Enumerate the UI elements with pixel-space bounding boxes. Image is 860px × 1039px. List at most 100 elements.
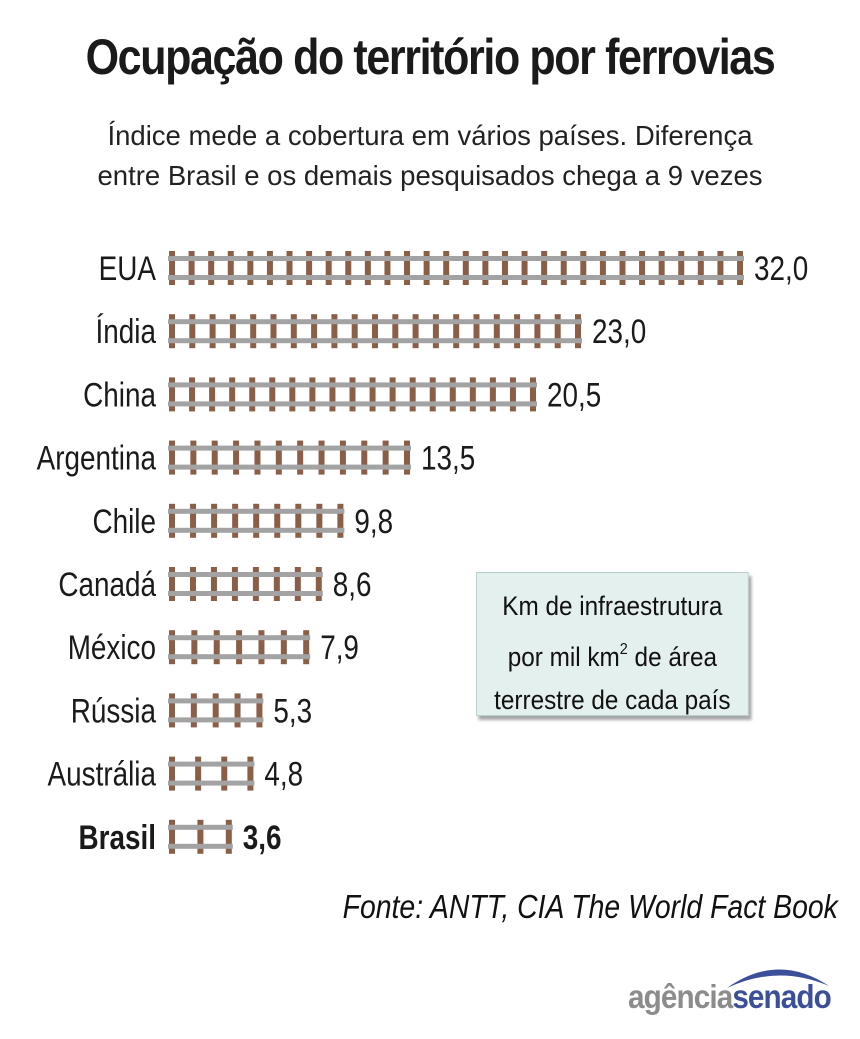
- track-tie: [560, 251, 567, 285]
- track-tie: [252, 567, 259, 601]
- track-rail-top: [168, 382, 537, 388]
- track-tie: [190, 693, 197, 728]
- track-tie: [325, 251, 332, 285]
- track-tie: [236, 630, 243, 665]
- subtitle-line-2: entre Brasil e os demais pesquisados che…: [97, 160, 763, 191]
- track-tie: [280, 630, 287, 665]
- track-tie: [509, 377, 516, 412]
- track-rail-bottom: [168, 338, 582, 344]
- track-tie: [250, 314, 257, 349]
- track-tie: [188, 251, 195, 285]
- track-tie: [233, 440, 240, 475]
- subtitle-line-1: Índice mede a cobertura em vários países…: [107, 120, 753, 151]
- logo-arc-icon: [727, 969, 829, 988]
- track-tie: [169, 377, 175, 412]
- track-tie: [258, 630, 265, 665]
- track-bar-6: [168, 630, 311, 665]
- track-tie: [541, 251, 548, 285]
- track-tie: [234, 693, 241, 728]
- track-rail-bottom: [168, 464, 411, 470]
- category-label-0: EUA: [99, 249, 157, 287]
- track-tie: [678, 251, 685, 285]
- track-rail-bottom: [168, 591, 323, 596]
- track-tie: [266, 251, 273, 285]
- track-rail-top: [168, 445, 411, 451]
- track-tie: [658, 251, 665, 285]
- track-tie: [554, 314, 561, 349]
- track-tie: [501, 251, 508, 285]
- track-tie: [462, 251, 469, 285]
- track-bar-0: [168, 251, 744, 285]
- value-label-0: 32,0: [754, 249, 808, 287]
- track-tie: [169, 440, 175, 475]
- track-rail-top: [168, 824, 233, 830]
- value-label-4: 9,8: [354, 502, 393, 540]
- track-tie: [227, 251, 234, 285]
- track-tie: [209, 314, 216, 349]
- track-tie: [269, 377, 276, 412]
- category-label-9: Brasil: [79, 818, 156, 856]
- track-tie: [404, 440, 410, 475]
- track-tie: [209, 377, 216, 412]
- track-rail-top: [168, 698, 264, 704]
- track-tie: [274, 503, 281, 538]
- track-tie: [423, 251, 430, 285]
- track-rail-top: [168, 508, 345, 514]
- category-label-5: Canadá: [58, 565, 156, 603]
- track-tie: [521, 251, 528, 285]
- track-tie: [290, 314, 297, 349]
- railway-bar-chart: EUA 32,0 Índia 23,0 China 20,5 Argentina 13,5 Ch…: [37, 249, 809, 856]
- track-tie: [297, 440, 304, 475]
- track-rail-bottom: [168, 717, 264, 723]
- track-tie: [737, 251, 743, 285]
- source-note: Fonte: ANTT, CIA The World Fact Book: [342, 888, 838, 925]
- track-tie: [530, 377, 536, 412]
- track-tie: [361, 440, 368, 475]
- legend-line-3: terrestre de cada país: [494, 685, 731, 715]
- track-tie: [514, 314, 521, 349]
- track-tie: [169, 567, 175, 601]
- track-tie: [190, 440, 197, 475]
- track-tie: [717, 251, 724, 285]
- unit-legend-box: Km de infraestrutura por mil km2 de área…: [476, 572, 749, 716]
- track-tie: [256, 693, 263, 728]
- value-label-5: 8,6: [333, 565, 372, 603]
- value-label-9: 3,6: [243, 818, 282, 856]
- track-tie: [337, 503, 344, 538]
- track-tie: [247, 251, 254, 285]
- track-tie: [191, 630, 198, 665]
- track-tie: [392, 314, 399, 349]
- track-tie: [639, 251, 646, 285]
- track-rail-top: [168, 572, 323, 577]
- track-tie: [331, 314, 338, 349]
- track-bar-8: [168, 756, 255, 791]
- track-tie: [231, 567, 238, 601]
- track-tie: [294, 567, 301, 601]
- logo-text: agênciasenado: [628, 978, 832, 1015]
- value-label-3: 13,5: [421, 439, 475, 477]
- track-tie: [697, 251, 704, 285]
- chart-title: Ocupação do território por ferrovias: [85, 29, 776, 85]
- track-tie: [318, 440, 325, 475]
- track-tie: [311, 314, 318, 349]
- track-tie: [349, 377, 356, 412]
- track-rail-bottom: [168, 275, 744, 280]
- track-tie: [449, 377, 456, 412]
- value-label-6: 7,9: [320, 629, 359, 667]
- track-bar-1: [168, 314, 582, 349]
- track-bar-7: [168, 693, 264, 728]
- track-tie: [306, 251, 313, 285]
- track-tie: [315, 567, 322, 601]
- track-bar-9: [168, 819, 233, 854]
- category-label-7: Rússia: [71, 692, 157, 730]
- track-tie: [453, 314, 460, 349]
- track-tie: [493, 314, 500, 349]
- track-rail-bottom: [168, 780, 255, 786]
- track-tie: [432, 314, 439, 349]
- track-tie: [382, 440, 389, 475]
- track-tie: [575, 314, 581, 349]
- track-tie: [429, 377, 436, 412]
- track-tie: [372, 314, 378, 349]
- track-tie: [247, 756, 254, 791]
- track-rail-bottom: [168, 527, 345, 533]
